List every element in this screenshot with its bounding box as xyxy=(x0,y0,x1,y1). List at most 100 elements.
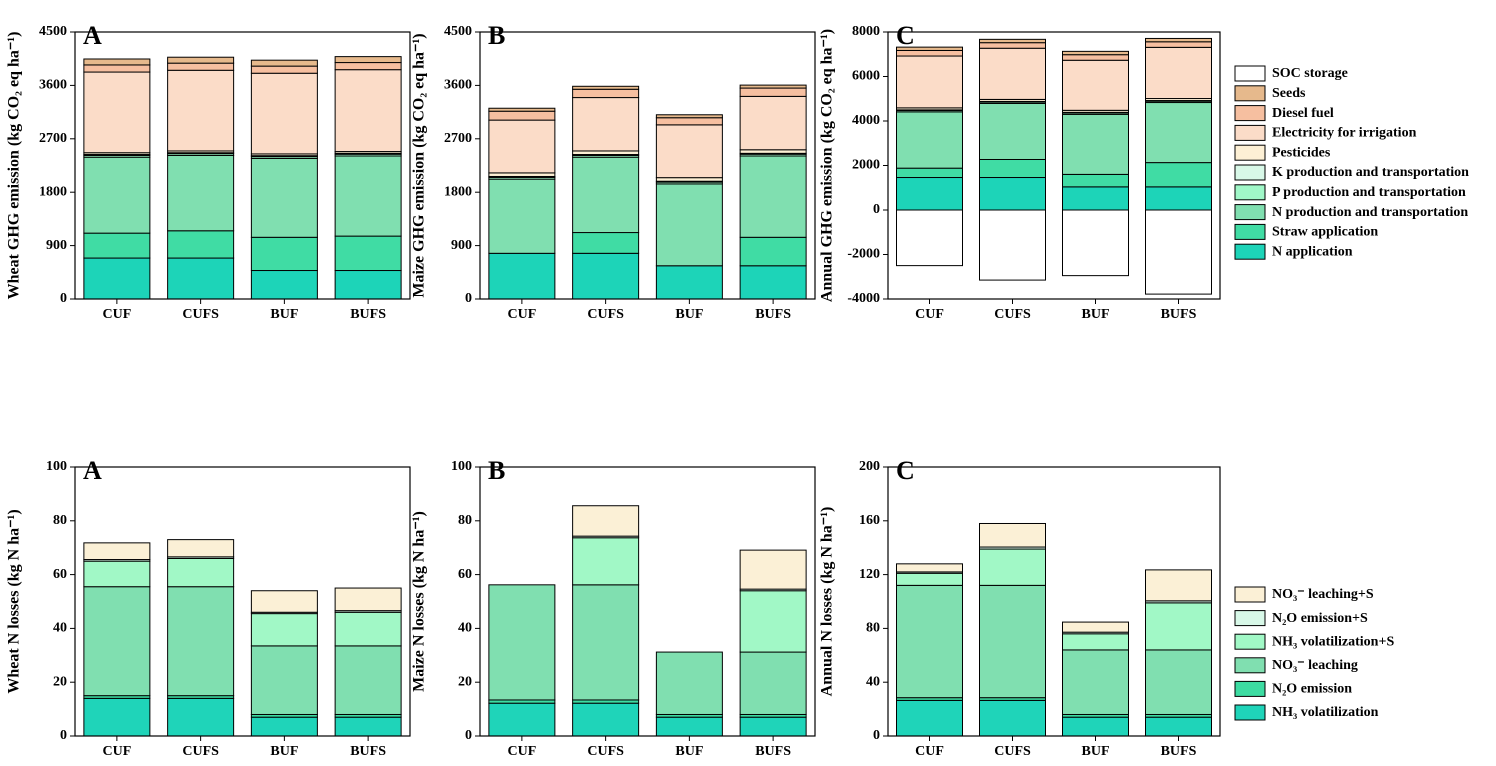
y-tick-label: 0 xyxy=(873,202,880,217)
y-tick-label: 80 xyxy=(53,513,67,528)
bar-segment xyxy=(1145,41,1212,48)
bar-segment xyxy=(979,584,1046,699)
bar-segment xyxy=(1062,209,1129,277)
y-tick-label: 3600 xyxy=(39,78,67,93)
legend-swatch xyxy=(1234,223,1266,240)
bar-segment xyxy=(83,697,151,737)
y-tick-label: 120 xyxy=(859,567,880,582)
bar-segment xyxy=(572,88,640,99)
legend-label: NH₃ volatilization xyxy=(1272,705,1379,720)
bar-segment xyxy=(896,177,963,211)
bar-segment xyxy=(83,232,151,259)
bar-segment xyxy=(896,563,963,573)
legend-label: Pesticides xyxy=(1272,145,1331,160)
x-tick-label: BUFS xyxy=(755,307,791,322)
bar-segment xyxy=(572,252,640,300)
bar-segment xyxy=(167,539,235,558)
bar-segment xyxy=(572,537,640,586)
legend-label: N application xyxy=(1272,244,1353,259)
panel-label: B xyxy=(488,456,505,485)
y-tick-label: 0 xyxy=(60,291,67,306)
plot-frame xyxy=(74,31,411,300)
bar-segment xyxy=(1145,46,1212,100)
legend-swatch xyxy=(1234,85,1266,102)
legend-swatch xyxy=(1234,243,1266,260)
bar-segment xyxy=(334,587,402,612)
bar-segment xyxy=(167,62,235,71)
y-tick-label: 2000 xyxy=(852,158,880,173)
bar-segment xyxy=(334,611,402,647)
y-tick-label: 900 xyxy=(46,238,67,253)
y-tick-label: 20 xyxy=(458,674,472,689)
bar-segment xyxy=(250,65,318,74)
bar-segment xyxy=(896,46,963,51)
x-tick-label: BUFS xyxy=(755,744,791,759)
bar-segment xyxy=(655,716,723,737)
bar-segment xyxy=(334,645,402,715)
bar-segment xyxy=(167,154,235,232)
x-tick-label: BUF xyxy=(1082,307,1110,322)
x-tick-label: CUF xyxy=(915,307,944,322)
bar-segment xyxy=(896,167,963,179)
bar-segment xyxy=(250,59,318,67)
x-tick-label: BUFS xyxy=(350,307,386,322)
bar-segment xyxy=(167,557,235,588)
bar-segment xyxy=(250,157,318,238)
bar-segment xyxy=(1062,113,1129,175)
bar-segment xyxy=(488,110,556,121)
bar-segment xyxy=(979,699,1046,737)
bar-segment xyxy=(979,42,1046,49)
legend-label: Seeds xyxy=(1272,86,1306,101)
x-tick-label: CUFS xyxy=(182,744,219,759)
y-axis-label: Annual GHG emission (kg CO₂ eq ha⁻¹) xyxy=(819,29,836,302)
legend-swatch xyxy=(1234,144,1266,161)
bar-segment xyxy=(572,97,640,152)
bar-segment xyxy=(1062,59,1129,111)
bar-segment xyxy=(572,232,640,254)
bar-segment xyxy=(739,549,807,590)
y-tick-label: 100 xyxy=(46,459,67,474)
bar-segment xyxy=(572,505,640,537)
x-tick-label: CUF xyxy=(102,744,131,759)
bar-segment xyxy=(488,172,556,177)
bar-segment xyxy=(83,560,151,588)
y-tick-label: 6000 xyxy=(852,69,880,84)
y-tick-label: 80 xyxy=(458,513,472,528)
legend-label: N production and transportation xyxy=(1272,205,1468,220)
bar-segment xyxy=(896,699,963,737)
bar-segment xyxy=(739,149,807,154)
legend-swatch xyxy=(1234,184,1266,201)
bar-segment xyxy=(979,158,1046,179)
panel-label: C xyxy=(896,456,915,485)
bar-segment xyxy=(739,87,807,97)
bar-segment xyxy=(655,177,723,182)
legend-label: Electricity for irrigation xyxy=(1272,126,1417,141)
x-tick-label: BUFS xyxy=(1161,307,1197,322)
legend-swatch xyxy=(1234,704,1266,721)
bar-segment xyxy=(655,183,723,267)
bar-segment xyxy=(739,265,807,300)
y-tick-label: 2700 xyxy=(39,131,67,146)
panel-label: A xyxy=(83,21,102,50)
legend-label: N₂O emission xyxy=(1272,682,1352,697)
bar-segment xyxy=(488,107,556,112)
bar-segment xyxy=(896,55,963,109)
bar-segment xyxy=(655,114,723,119)
bar-segment xyxy=(167,230,235,259)
legend-label: N₂O emission+S xyxy=(1272,611,1368,626)
bar-segment xyxy=(979,522,1046,548)
x-tick-label: CUF xyxy=(507,744,536,759)
bar-segment xyxy=(1145,162,1212,188)
x-tick-label: CUF xyxy=(507,307,536,322)
bar-segment xyxy=(83,64,151,73)
bar-segment xyxy=(572,150,640,156)
y-tick-label: 40 xyxy=(866,674,880,689)
x-tick-label: BUF xyxy=(270,744,298,759)
bar-segment xyxy=(167,257,235,300)
bar-segment xyxy=(488,119,556,174)
bar-segment xyxy=(1145,602,1212,651)
bar-segment xyxy=(488,584,556,701)
y-tick-label: 0 xyxy=(873,728,880,743)
bar-segment xyxy=(250,590,318,613)
x-tick-label: CUF xyxy=(102,307,131,322)
